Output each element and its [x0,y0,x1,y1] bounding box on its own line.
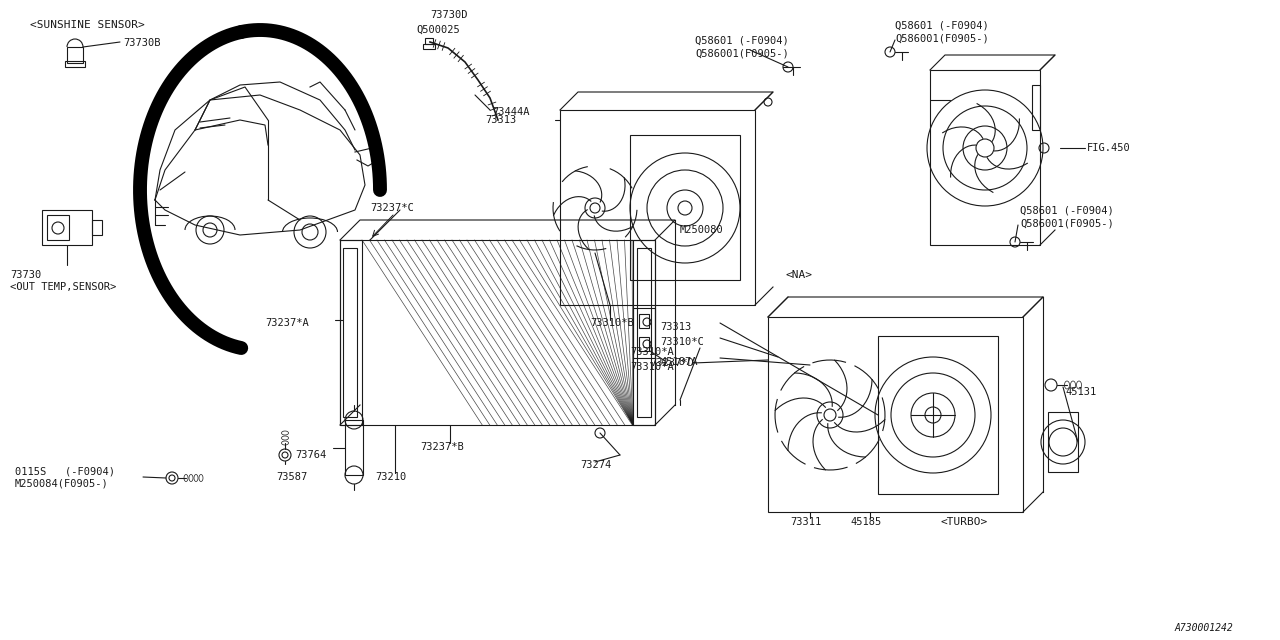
Bar [67,47,83,63]
Text: 73210: 73210 [375,472,406,482]
Text: 45185: 45185 [850,517,881,527]
Bar [931,70,1039,245]
Text: 73237*D: 73237*D [650,358,694,368]
Text: 73764: 73764 [294,450,326,460]
Bar [1048,412,1078,472]
Text: 73237*C: 73237*C [370,203,413,213]
Text: M250084(F0905-): M250084(F0905-) [15,479,109,489]
Text: FIG.450: FIG.450 [1087,143,1130,153]
Bar [637,248,652,417]
Bar [768,317,1023,512]
Text: 73587: 73587 [276,472,307,482]
Text: Q58601 (-F0904): Q58601 (-F0904) [695,35,788,45]
Bar [343,248,357,417]
Text: Q586001(F0905-): Q586001(F0905-) [895,33,988,43]
Bar [340,240,362,425]
Text: <OUT TEMP,SENSOR>: <OUT TEMP,SENSOR> [10,282,116,292]
Text: Q500025: Q500025 [416,25,460,35]
Text: 73313: 73313 [485,115,516,125]
Text: 45187A: 45187A [660,357,698,367]
Text: 0115S   (-F0904): 0115S (-F0904) [15,467,115,477]
Bar [340,240,655,425]
Text: 73730D: 73730D [430,10,467,20]
Text: 73313: 73313 [660,322,691,332]
Bar [65,61,84,67]
Text: Q586001(F0905-): Q586001(F0905-) [1020,218,1114,228]
Text: 73310*C: 73310*C [660,337,704,347]
Text: Q586001(F0905-): Q586001(F0905-) [695,48,788,58]
Text: A730001242: A730001242 [1175,623,1234,633]
Text: 73730B: 73730B [123,38,160,48]
Text: 73274: 73274 [580,460,612,470]
Text: M250080: M250080 [680,225,723,235]
Text: 73310*B: 73310*B [590,318,634,328]
Text: Q58601 (-F0904): Q58601 (-F0904) [895,20,988,30]
Bar [42,210,92,245]
Text: 73237*A: 73237*A [265,318,308,328]
Bar [561,110,755,305]
Bar [47,215,69,240]
Bar [634,240,655,425]
Bar [92,220,102,235]
Text: 73237*B: 73237*B [420,442,463,452]
Bar [639,314,649,328]
Text: Q58601 (-F0904): Q58601 (-F0904) [1020,205,1114,215]
Bar [422,44,435,49]
Bar [878,336,998,494]
Bar [639,337,649,351]
Bar [630,135,740,280]
Text: 73444A: 73444A [492,107,530,117]
Bar [425,38,433,44]
Text: 73730: 73730 [10,270,41,280]
Text: <TURBO>: <TURBO> [940,517,987,527]
Text: 73310*A: 73310*A [630,347,673,357]
Bar [346,420,364,475]
Text: 73311: 73311 [790,517,822,527]
Text: <NA>: <NA> [785,270,812,280]
Text: <SUNSHINE SENSOR>: <SUNSHINE SENSOR> [29,20,145,30]
Bar [1032,85,1039,130]
Text: 45131: 45131 [1065,387,1096,397]
Bar [634,308,655,358]
Text: 73310*A: 73310*A [630,362,673,372]
